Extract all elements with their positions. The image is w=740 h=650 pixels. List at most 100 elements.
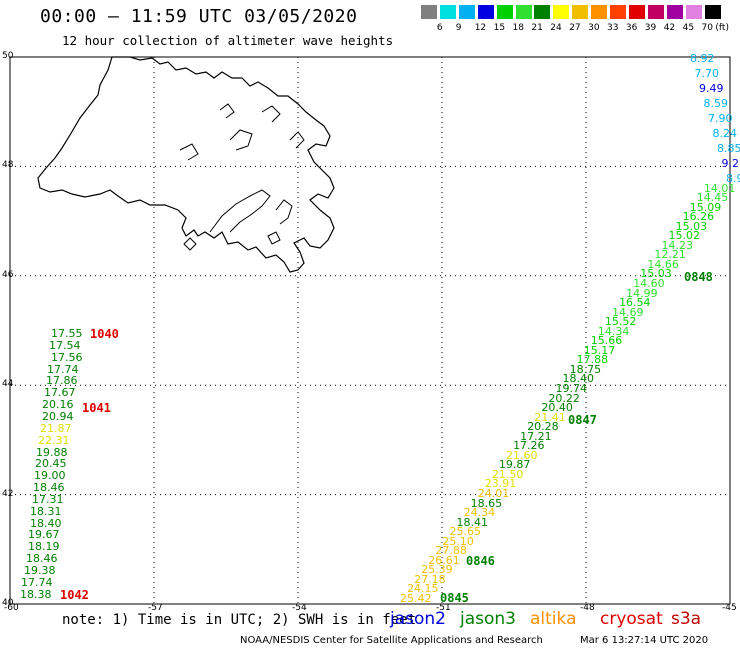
swh-value: 19.74 (555, 381, 587, 395)
swh-value: 18.38 (20, 587, 52, 601)
swh-value: 24.15 (407, 582, 439, 596)
swh-value: 8.59 (703, 97, 729, 110)
swh-value: 14.23 (661, 238, 693, 252)
swh-value: 14.69 (612, 305, 644, 319)
lat-tick-label: 50 (2, 51, 14, 61)
swh-value: 18.46 (26, 552, 58, 566)
legend-label: 39 (644, 23, 657, 33)
legend-swatch (591, 5, 608, 19)
swh-value: 17.74 (47, 362, 79, 376)
lon-tick-label: -60 (4, 603, 19, 613)
swh-value: 20.45 (35, 457, 67, 471)
swh-value: 16.54 (619, 296, 651, 310)
swh-value: 25.42 (400, 592, 432, 605)
newfoundland-coastline (37, 56, 335, 273)
legend-label: 15 (493, 23, 506, 33)
swh-value: 20.40 (541, 401, 573, 415)
swh-value: 20.94 (42, 409, 74, 423)
lon-tick-label: -51 (436, 603, 451, 613)
legend-label: 33 (607, 23, 619, 33)
legend-swatch (666, 5, 683, 19)
swh-value: 18.31 (30, 504, 62, 518)
swh-value: 25.39 (421, 563, 453, 577)
satellite-label-jason3: jason3 (460, 609, 516, 629)
swh-value: 18.75 (569, 362, 602, 376)
swh-value: 8.92 (690, 52, 715, 65)
swh-value: 27.88 (435, 544, 467, 558)
pass-time-label: 0847 (568, 413, 597, 427)
swh-value: 15.66 (590, 334, 623, 348)
legend-swatch (553, 5, 570, 19)
legend-swatch (647, 5, 664, 19)
swh-value: 17.31 (32, 492, 64, 506)
swh-value: 21.87 (40, 421, 72, 435)
legend-label: 12 (474, 23, 487, 33)
swh-value: 17.56 (51, 350, 83, 364)
legend-swatch (685, 5, 702, 19)
swh-value: 17.21 (520, 429, 552, 443)
swh-value: 17.88 (576, 353, 609, 367)
swh-value: 17.74 (21, 575, 53, 589)
legend-label: 9 (455, 23, 462, 33)
lat-tick-label: 42 (2, 488, 14, 499)
swh-value: 8.91 (726, 172, 740, 185)
legend-swatch (572, 5, 589, 19)
swh-value: 7.70 (694, 67, 720, 80)
swh-value: 8.24 (712, 127, 738, 140)
swh-value: 8.85 (717, 142, 740, 155)
pass-time-label: 1042 (60, 588, 89, 602)
swh-value: 26.61 (428, 553, 460, 567)
credit-text: NOAA/NESDIS Center for Satellite Applica… (240, 635, 543, 646)
legend-label: 21 (531, 23, 543, 33)
legend-swatch (477, 5, 494, 19)
satellite-label-altika: altika (530, 609, 577, 629)
swh-value: 17.26 (513, 439, 545, 453)
legend-swatch (628, 5, 645, 19)
legend-swatch (439, 5, 456, 19)
legend-swatch (421, 5, 437, 19)
note-text: note: 1) Time is in UTC; 2) SWH is in fe… (62, 612, 417, 628)
legend-unit: (ft) (715, 23, 729, 33)
lat-tick-label: 46 (2, 269, 14, 280)
swh-value: 23.91 (484, 477, 517, 491)
map-frame (9, 56, 731, 605)
swh-value: 20.28 (527, 420, 559, 434)
swh-value: 20.16 (42, 398, 74, 412)
swh-value: 21.50 (491, 467, 524, 481)
legend-label: 30 (588, 23, 600, 33)
swh-value: 19.67 (28, 528, 60, 542)
satellite-label-jason2: jason2 (390, 609, 446, 629)
pass-time-label: 1041 (82, 401, 111, 415)
legend-swatch (534, 5, 551, 19)
swh-value: 15.17 (583, 343, 616, 357)
swh-value: 27.18 (414, 572, 446, 586)
swh-value: 19.00 (34, 469, 66, 483)
legend-swatch (458, 5, 475, 19)
swh-value: 9.49 (699, 82, 724, 95)
page-title: 00:00 – 11:59 UTC 03/05/2020 (40, 6, 358, 27)
swh-value: 18.40 (562, 372, 595, 386)
swh-value: 14.34 (597, 324, 630, 338)
swh-value: 18.40 (30, 516, 62, 530)
swh-value: 14.45 (696, 191, 729, 205)
swh-value: 18.65 (470, 496, 503, 510)
swh-value: 18.19 (28, 540, 60, 554)
swh-value: 25.10 (442, 534, 474, 548)
legend-label: 70 (701, 23, 713, 33)
legend-swatch (496, 5, 513, 19)
swh-value: 14.99 (626, 286, 658, 300)
pass-time-label: 0846 (466, 554, 495, 568)
swh-value: 21.60 (506, 448, 538, 462)
swh-value: 7.90 (708, 112, 733, 125)
swh-value: 22.31 (38, 433, 70, 447)
legend-label: 36 (625, 23, 638, 33)
swh-value: 17.86 (46, 374, 78, 388)
legend-swatch (610, 5, 626, 19)
lat-tick-label: 48 (2, 160, 14, 171)
legend-label: 6 (436, 23, 443, 33)
swh-value: 15.03 (640, 267, 672, 281)
lon-tick-label: -45 (722, 603, 737, 613)
lat-tick-label: 40 (2, 598, 14, 608)
pass-time-label: 1040 (90, 327, 119, 341)
